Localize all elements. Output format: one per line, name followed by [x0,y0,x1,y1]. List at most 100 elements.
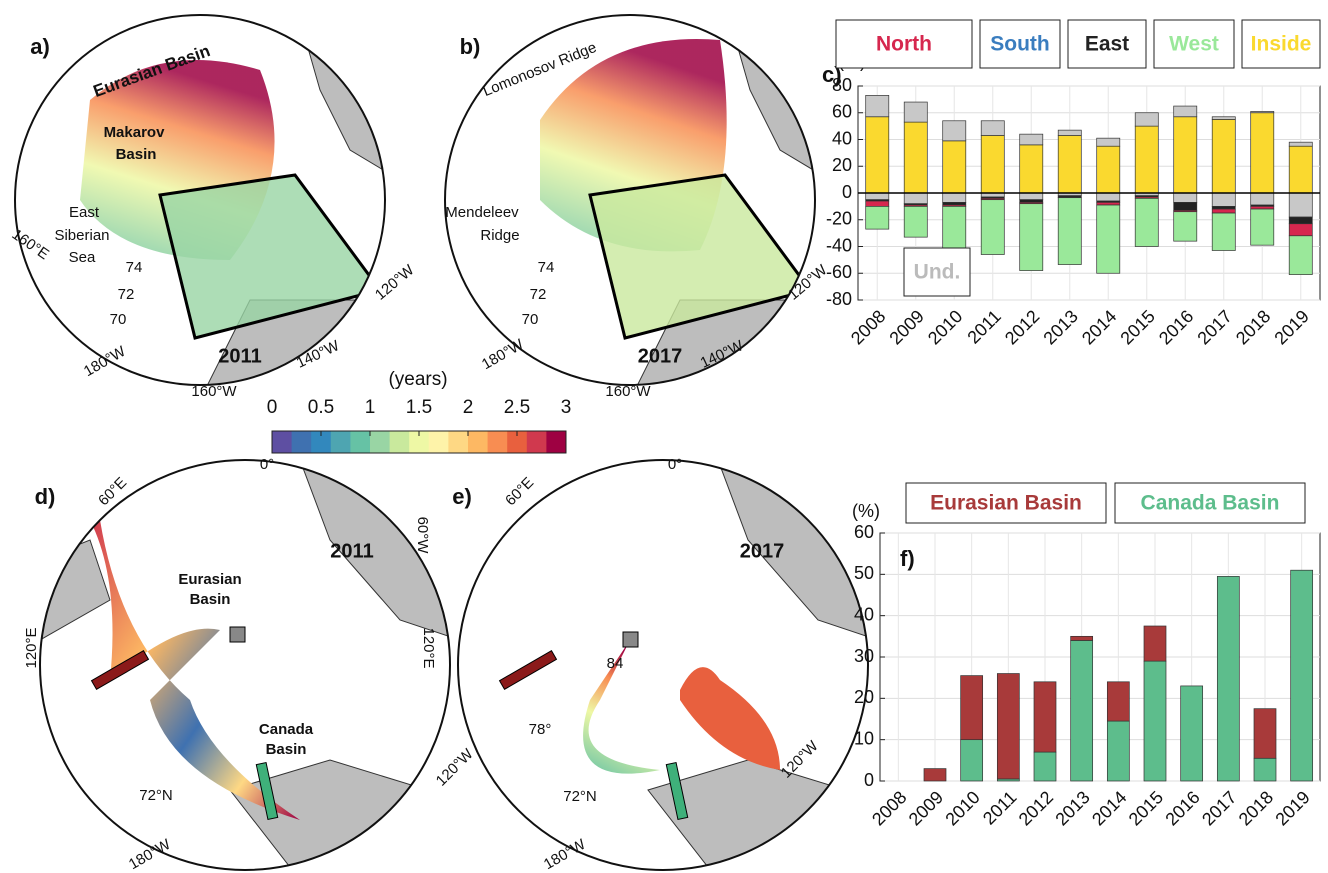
map-label: 74 [126,259,143,276]
y-tick-label: 40 [854,604,874,624]
bar [1070,635,1094,641]
y-tick-label: -40 [826,235,852,255]
bar [1033,751,1057,782]
bar [1288,235,1313,275]
x-tick-label: 2014 [1088,787,1130,829]
colorbar-swatch [311,431,332,453]
bar [1096,202,1121,206]
map-label: 60°W [414,517,431,555]
bar [1288,145,1313,194]
legend-box [979,19,1061,69]
bar [1134,125,1159,194]
colorbar-swatch [526,431,547,453]
bar [1019,203,1044,271]
legend-box [835,19,973,69]
y-tick-label: 60 [854,522,874,542]
bar [980,120,1005,136]
map-label: 72°N [139,787,173,804]
bar [1019,192,1044,201]
bar [942,140,967,194]
legend-label: West [1169,33,1219,56]
colorbar-swatch [468,431,489,453]
bar [1096,137,1121,147]
bar [865,116,890,194]
colorbar-swatch [370,431,391,453]
colorbar-swatch [448,431,469,453]
bar [1070,640,1094,782]
bar [865,206,890,230]
x-tick-label: 2010 [941,787,983,829]
map-label: 72 [118,286,135,303]
bar [960,675,984,741]
x-tick-label: 2008 [868,787,910,829]
bar [1019,144,1044,194]
bar [1106,720,1130,782]
legend-label: Canada Basin [1141,492,1280,515]
bar [960,739,984,782]
map-label: 84 [607,655,624,672]
map-label: 74 [538,259,555,276]
map-label: East [69,204,100,221]
x-tick-label: 2011 [963,306,1005,348]
bar [1288,141,1313,147]
colorbar-swatch [428,431,449,453]
x-tick-label: 2011 [979,787,1021,829]
bar [1096,204,1121,274]
map-label: 120°W [433,745,478,790]
x-tick-label: 2013 [1039,306,1081,348]
x-tick-label: 2017 [1193,306,1235,348]
legend-label: East [1085,33,1129,56]
bar [1250,111,1275,114]
bar [1288,223,1313,237]
map-d [40,460,450,870]
bar [1033,681,1057,753]
map-e [458,460,868,870]
y-tick-label: 30 [854,646,874,666]
map-label: 0° [260,456,274,473]
x-tick-label: 2019 [1270,306,1312,348]
bar [1211,208,1236,214]
bar [1173,116,1198,194]
y-axis-label: (%) [852,501,880,521]
map-label: a) [30,34,50,59]
bar [1143,660,1167,782]
bar [1253,757,1277,782]
colorbar-swatch [546,431,567,453]
x-tick-label: 2017 [1198,787,1240,829]
map-label: Eurasian [178,571,241,588]
bar [942,192,967,203]
bar [996,673,1020,780]
map-label: 120°E [420,627,437,668]
y-tick-label: -80 [826,289,852,309]
bar [980,135,1005,194]
map-label: Basin [116,146,157,163]
colorbar-swatch [409,431,430,453]
x-tick-label: 2009 [885,306,927,348]
legend-box [1153,19,1235,69]
x-tick-label: 2010 [924,306,966,348]
x-tick-label: 2013 [1051,787,1093,829]
bar [903,101,928,123]
x-tick-label: 2016 [1155,306,1197,348]
bar [1211,116,1236,120]
y-tick-label: 80 [832,75,852,95]
map-label: 2017 [638,345,683,367]
bar [1173,211,1198,242]
bar [1173,105,1198,118]
colorbar-title: (years) [388,369,447,390]
bar [1057,197,1082,265]
map-label: 160°W [191,383,237,400]
colorbar-tick-label: 0.5 [308,397,334,418]
y-tick-label: -60 [826,262,852,282]
legend-label: Eurasian Basin [930,492,1082,515]
x-tick-label: 2019 [1271,787,1313,829]
bar [1173,192,1198,203]
x-tick-label: 2009 [905,787,947,829]
bar [1211,212,1236,251]
bar [903,192,928,205]
y-tick-label: 50 [854,563,874,583]
bar [903,121,928,194]
y-tick-label: 0 [864,770,874,790]
map-label: Siberian [54,227,109,244]
